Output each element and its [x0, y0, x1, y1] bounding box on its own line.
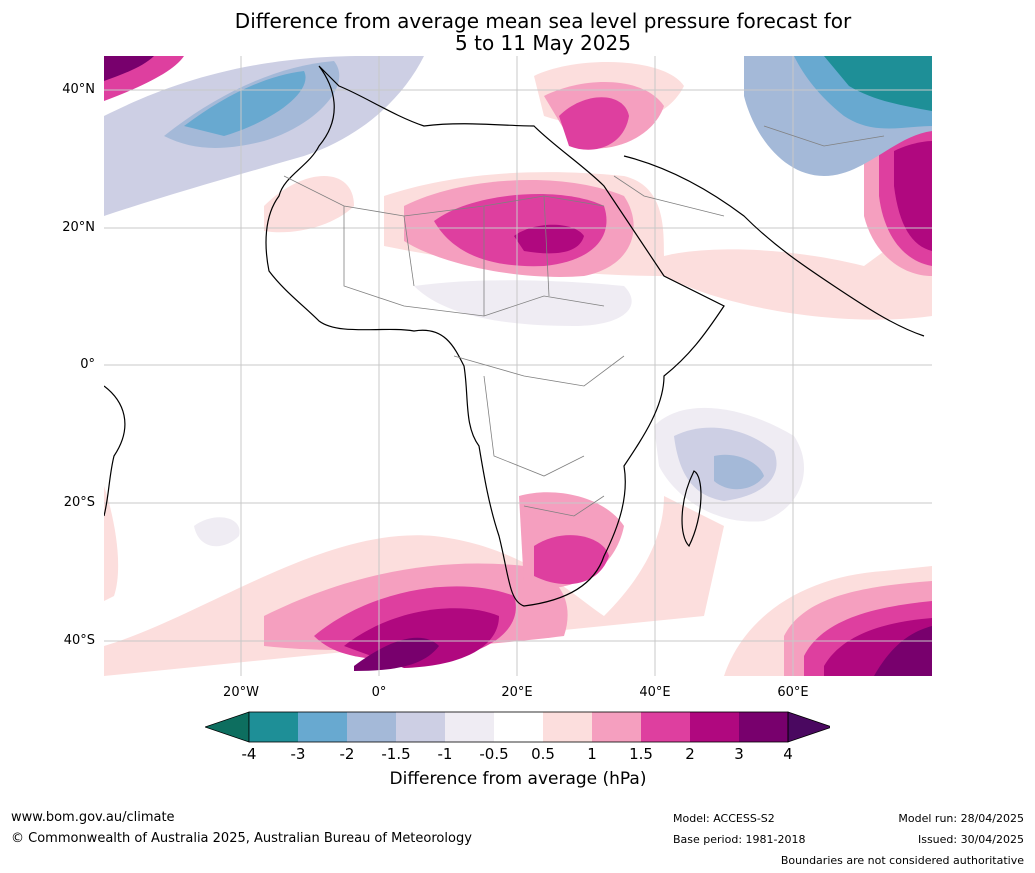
colorbar-segment: [445, 712, 494, 742]
copyright-text: © Commonwealth of Australia 2025, Austra…: [11, 831, 472, 846]
anomaly-region: [354, 637, 439, 671]
lon-label-0: 0°: [371, 685, 387, 700]
lon-label-40e: 40°E: [639, 685, 671, 700]
colorbar-segment: [347, 712, 396, 742]
colorbar-segment: [494, 712, 543, 742]
base-period-text: Base period: 1981-2018: [673, 833, 806, 846]
lat-label-20n: 20°N: [62, 220, 95, 235]
pressure-anomaly-map: [104, 56, 932, 676]
title-line-1: Difference from average mean sea level p…: [234, 9, 852, 33]
lon-label-20e: 20°E: [501, 685, 533, 700]
model-run-text: Model run: 28/04/2025: [898, 812, 1024, 825]
colorbar-tick-label: 1.5: [629, 745, 653, 763]
colorbar-tick-label: 4: [783, 745, 793, 763]
model-text: Model: ACCESS-S2: [673, 812, 775, 825]
anomaly-region: [534, 535, 609, 585]
anomaly-region: [894, 141, 932, 251]
colorbar-segment: [739, 712, 788, 742]
issued-text: Issued: 30/04/2025: [917, 833, 1024, 846]
colorbar-segment: [249, 712, 298, 742]
anomaly-region: [874, 626, 932, 676]
lon-label-60e: 60°E: [777, 685, 809, 700]
colorbar: [205, 711, 830, 743]
colorbar-extend-low: [205, 711, 250, 743]
website-link[interactable]: www.bom.gov.au/climate: [11, 810, 175, 825]
colorbar-outline: [248, 711, 789, 743]
colorbar-title: Difference from average (hPa): [389, 769, 647, 789]
lat-label-40n: 40°N: [62, 82, 95, 97]
anomaly-region: [184, 71, 306, 136]
anomaly-region: [714, 454, 764, 490]
colorbar-tick-label: -1.5: [381, 745, 411, 763]
lat-label-40s: 40°S: [63, 633, 95, 648]
anomaly-region: [104, 56, 154, 81]
disclaimer-text: Boundaries are not considered authoritat…: [780, 854, 1024, 867]
anomaly-region: [514, 224, 584, 254]
lat-label-0: 0°: [80, 357, 95, 372]
country-borders: [283, 125, 885, 517]
anomaly-region: [104, 486, 119, 601]
anomaly-region: [559, 97, 629, 150]
colorbar-segment: [298, 712, 347, 742]
colorbar-tick-label: 0.5: [531, 745, 555, 763]
anomaly-region: [264, 176, 354, 233]
colorbar-segment: [543, 712, 592, 742]
colorbar-tick-label: -1: [437, 745, 453, 763]
map-canvas: [104, 56, 932, 676]
colorbar-segment: [641, 712, 690, 742]
colorbar-segment: [690, 712, 739, 742]
map-title: Difference from average mean sea level p…: [0, 10, 1035, 54]
title-line-2: 5 to 11 May 2025: [455, 31, 631, 55]
colorbar-tick-label: -4: [241, 745, 257, 763]
colorbar-extend-high: [787, 711, 830, 743]
colorbar-tick-label: 2: [685, 745, 695, 763]
lat-label-20s: 20°S: [63, 495, 95, 510]
anomaly-region: [194, 517, 240, 547]
graticule: [104, 56, 932, 676]
colorbar-segment: [592, 712, 641, 742]
colorbar-tick-label: -2: [339, 745, 355, 763]
colorbar-segment: [396, 712, 445, 742]
colorbar-tick-label: 1: [587, 745, 597, 763]
colorbar-tick-label: -3: [290, 745, 306, 763]
lon-label-20w: 20°W: [223, 685, 259, 700]
colorbar-tick-label: 3: [734, 745, 744, 763]
colorbar-tick-label: -0.5: [479, 745, 509, 763]
anomaly-region: [824, 56, 932, 111]
coastlines: [104, 65, 925, 607]
